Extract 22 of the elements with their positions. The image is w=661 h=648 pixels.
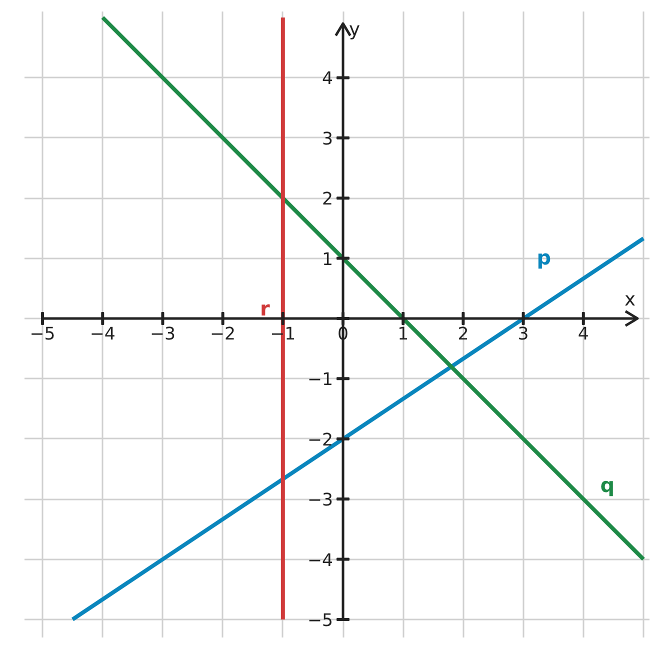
x-tick-label: 1 bbox=[398, 324, 409, 344]
y-tick-label: −3 bbox=[307, 490, 334, 511]
x-tick-label: −3 bbox=[150, 324, 176, 344]
series-label: p bbox=[536, 246, 552, 270]
y-tick-label: −4 bbox=[307, 550, 334, 571]
x-tick-label: −4 bbox=[90, 324, 116, 344]
x-tick-label: −5 bbox=[30, 324, 56, 344]
series-label: r bbox=[260, 296, 270, 320]
y-tick-label: 3 bbox=[322, 129, 334, 150]
y-tick-label: 2 bbox=[322, 190, 334, 210]
x-tick-label: 4 bbox=[578, 324, 589, 344]
series-label: q bbox=[600, 473, 615, 498]
y-axis-title: y bbox=[349, 20, 360, 41]
y-tick-label: 4 bbox=[322, 69, 334, 90]
y-tick-label: −5 bbox=[307, 610, 334, 631]
x-tick-label: 2 bbox=[458, 324, 469, 344]
x-tick-label: 3 bbox=[518, 324, 529, 344]
y-tick-label: 1 bbox=[322, 250, 334, 270]
x-tick-label: −2 bbox=[210, 324, 236, 344]
y-tick-label: −2 bbox=[307, 430, 334, 450]
y-tick-label: −1 bbox=[307, 370, 334, 390]
x-axis-title: x bbox=[624, 289, 636, 310]
